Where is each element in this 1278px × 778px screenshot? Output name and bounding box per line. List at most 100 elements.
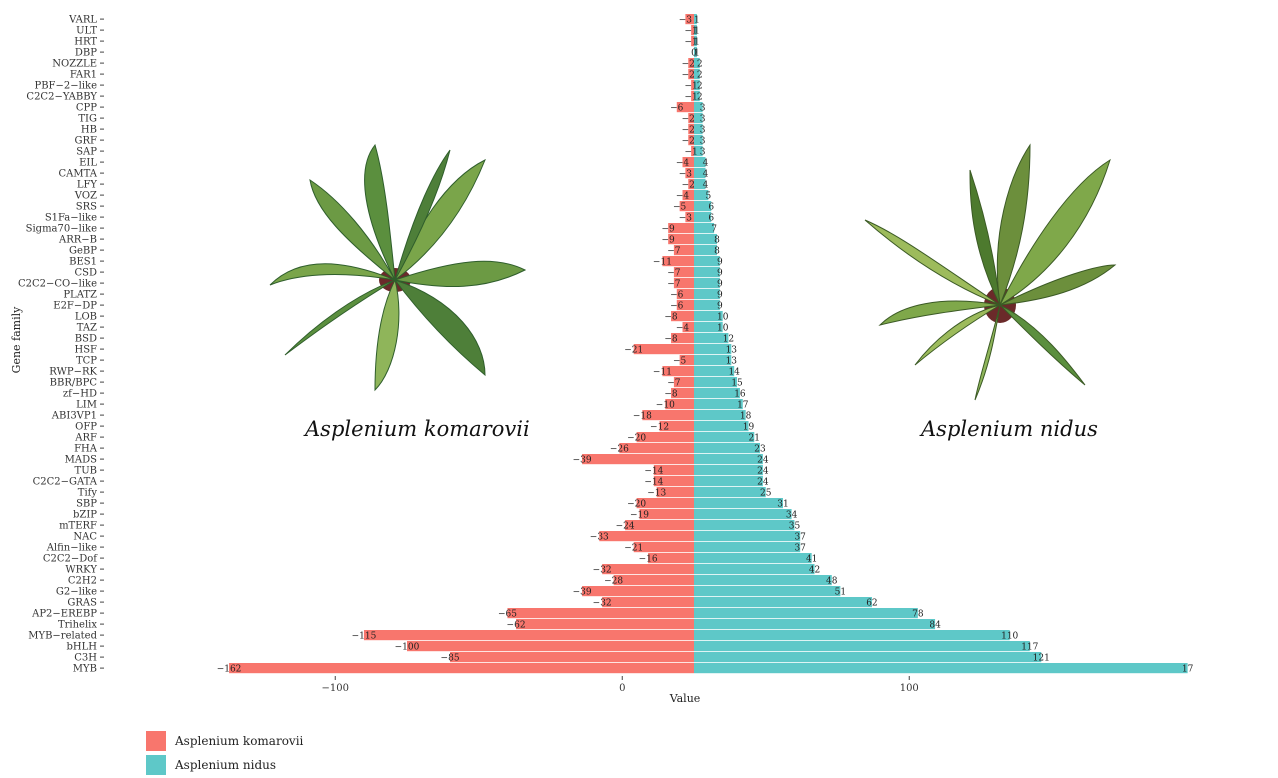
value-label-nidus-ap2-erebp: 78: [912, 610, 924, 620]
bar-komarovii-pbf-2-like: [691, 80, 694, 91]
category-label-lfy: LFY: [77, 180, 98, 191]
value-label-komarovii-fha: −26: [610, 445, 629, 455]
value-label-komarovii-arr-b: −9: [662, 236, 676, 246]
bar-nidus-nozzle: [694, 58, 700, 69]
asplenium-komarovii-plant-image: [269, 143, 527, 392]
bar-komarovii-tig: [688, 113, 694, 124]
value-label-nidus-taz: 10: [717, 324, 729, 334]
bar-komarovii-gebp: [673, 245, 694, 256]
value-label-nidus-s1fa-like: 6: [708, 214, 714, 224]
category-label-rwp-rk: RWP−RK: [49, 367, 97, 378]
category-label-hrt: HRT: [74, 37, 97, 48]
category-label-bsd: BSD: [75, 334, 97, 345]
value-label-komarovii-dbp: 0: [691, 49, 697, 59]
bar-komarovii-myb-related: [363, 630, 694, 641]
bar-nidus-hsf: [694, 344, 732, 355]
category-label-cpp: CPP: [76, 103, 97, 114]
value-label-nidus-camta: 4: [703, 170, 709, 180]
value-label-nidus-nozzle: 2: [697, 60, 703, 70]
bar-komarovii-mterf: [625, 520, 694, 531]
value-label-nidus-abi3vp1: 18: [740, 412, 752, 422]
bar-nidus-c3h: [694, 652, 1042, 663]
value-label-nidus-arf: 21: [749, 434, 760, 444]
value-label-nidus-hsf: 13: [726, 346, 738, 356]
value-label-nidus-bhlh: 117: [1021, 643, 1038, 653]
value-label-komarovii-wrky: −32: [593, 566, 612, 576]
value-label-komarovii-c2c2-dof: −16: [639, 555, 658, 565]
value-label-komarovii-c3h: −85: [441, 654, 460, 664]
bar-nidus-lfy: [694, 179, 706, 190]
category-label-far1: FAR1: [70, 70, 97, 81]
bar-komarovii-hrt: [691, 36, 694, 47]
bar-nidus-tig: [694, 113, 703, 124]
category-label-srs: SRS: [76, 202, 97, 213]
bar-nidus-tcp: [694, 355, 732, 366]
value-label-komarovii-c2h2: −28: [604, 577, 623, 587]
value-label-nidus-sbp: 31: [777, 500, 788, 510]
value-label-komarovii-lfy: −2: [682, 181, 695, 191]
bar-nidus-tub: [694, 465, 763, 476]
value-label-nidus-c2c2-yabby: 2: [697, 93, 703, 103]
category-label-mterf: mTERF: [59, 521, 97, 532]
caption-left-species: Asplenium komarovii: [305, 417, 530, 441]
value-label-nidus-e2f-dp: 9: [717, 302, 723, 312]
bar-nidus-gras: [694, 597, 872, 608]
value-label-komarovii-cpp: −6: [670, 104, 684, 114]
legend: Asplenium komarovii Asplenium nidus: [146, 730, 303, 778]
category-label-bhlh: bHLH: [67, 642, 98, 653]
bar-komarovii-mads: [582, 454, 694, 465]
category-label-nozzle: NOZZLE: [52, 59, 97, 70]
bar-nidus-lob: [694, 311, 723, 322]
value-label-komarovii-sap: −1: [684, 148, 697, 158]
category-label-mads: MADS: [65, 455, 97, 466]
value-label-komarovii-bsd: −8: [664, 335, 678, 345]
bar-nidus-far1: [694, 69, 700, 80]
value-label-komarovii-varl: −3: [679, 16, 693, 26]
bar-nidus-c2c2-co-like: [694, 278, 720, 289]
bar-nidus-nac: [694, 531, 801, 542]
bar-komarovii-bbr-bpc: [673, 377, 694, 388]
category-label-csd: CSD: [74, 268, 97, 279]
category-label-arr-b: ARR−B: [58, 235, 97, 246]
value-label-nidus-far1: 2: [697, 71, 703, 81]
bar-komarovii-bes1: [662, 256, 694, 267]
category-label-bzip: bZIP: [73, 510, 97, 521]
value-label-nidus-sigma70-like: 7: [711, 225, 717, 235]
bar-komarovii-hsf: [633, 344, 694, 355]
bar-komarovii-s1fa-like: [685, 212, 694, 223]
value-label-nidus-tig: 3: [700, 115, 706, 125]
bar-nidus-tify: [694, 487, 766, 498]
bar-nidus-bhlh: [694, 641, 1030, 652]
value-label-nidus-hrt: 1: [694, 38, 700, 48]
bar-nidus-gebp: [694, 245, 717, 256]
value-label-komarovii-c2c2-gata: −14: [644, 478, 663, 488]
value-label-nidus-zf-hd: 16: [734, 390, 746, 400]
bar-komarovii-tify: [656, 487, 694, 498]
bar-nidus-bes1: [694, 256, 720, 267]
bar-nidus-c2c2-dof: [694, 553, 812, 564]
value-label-nidus-nac: 37: [794, 533, 806, 543]
bar-komarovii-far1: [688, 69, 694, 80]
bar-komarovii-platz: [676, 289, 694, 300]
bar-nidus-grf: [694, 135, 703, 146]
value-label-nidus-pbf-2-like: 2: [697, 82, 703, 92]
bar-nidus-mads: [694, 454, 763, 465]
bar-komarovii-wrky: [602, 564, 694, 575]
value-label-komarovii-nozzle: −2: [682, 60, 695, 70]
bar-komarovii-sap: [691, 146, 694, 157]
value-label-komarovii-c2c2-yabby: −1: [684, 93, 697, 103]
category-label-tub: TUB: [75, 466, 97, 477]
legend-label-komarovii: Asplenium komarovii: [175, 734, 304, 748]
bar-nidus-abi3vp1: [694, 410, 746, 421]
bar-komarovii-camta: [685, 168, 694, 179]
category-label-c2c2-yabby: C2C2−YABBY: [26, 92, 97, 103]
value-label-nidus-dbp: 1: [694, 49, 700, 59]
bar-komarovii-fha: [619, 443, 694, 454]
value-label-komarovii-s1fa-like: −3: [679, 214, 693, 224]
value-label-nidus-wrky: 42: [809, 566, 820, 576]
category-label-g2-like: G2−like: [56, 587, 97, 598]
value-label-komarovii-sigma70-like: −9: [662, 225, 676, 235]
bar-komarovii-eil: [682, 157, 694, 168]
bar-nidus-wrky: [694, 564, 815, 575]
